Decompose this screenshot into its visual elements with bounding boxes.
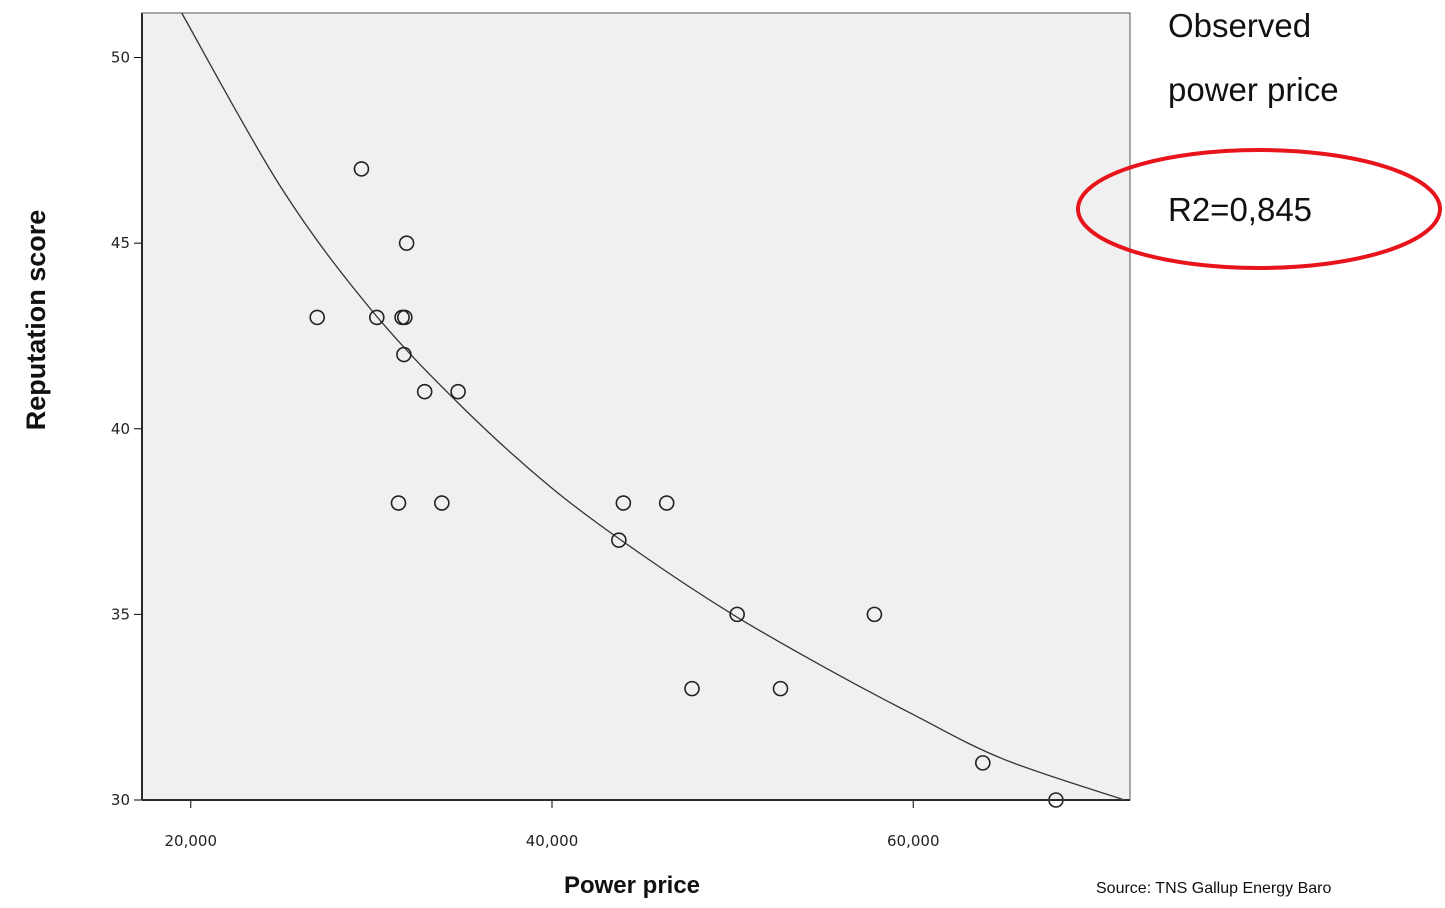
data-point: [390, 495, 407, 511]
data-point: [658, 495, 675, 511]
y-tick-label: 50: [111, 49, 130, 67]
y-tick-label: 40: [111, 420, 130, 438]
data-point: [772, 680, 789, 697]
data-point: [866, 606, 883, 623]
data-point: [398, 235, 415, 251]
data-point: [309, 309, 326, 326]
data-point: [729, 606, 745, 623]
data-point: [353, 161, 370, 177]
x-tick-label: 20,000: [165, 832, 218, 850]
data-point: [396, 346, 412, 363]
data-point: [611, 532, 627, 548]
data-point: [615, 495, 632, 511]
r2-label: R2=0,845: [1168, 191, 1312, 228]
source-note: Source: TNS Gallup Energy Baro: [1096, 880, 1331, 897]
data-point: [434, 495, 450, 511]
fit-curve: [181, 12, 1125, 801]
data-point: [450, 383, 466, 400]
y-tick-label: 35: [111, 605, 130, 623]
y-axis: 30 35 40 45 50: [111, 49, 142, 809]
x-axis: 20,000 40,000 60,000: [165, 800, 940, 850]
x-tick-label: 40,000: [526, 832, 579, 850]
y-axis-title: Reputation score: [21, 210, 51, 431]
x-tick-label: 60,000: [887, 832, 940, 850]
y-tick-label: 45: [111, 234, 130, 252]
plot-border: [141, 12, 1131, 801]
highlight-ellipse: [1076, 148, 1442, 270]
data-point: [974, 755, 991, 771]
plot-area: [142, 13, 1130, 800]
data-point: [684, 680, 700, 697]
legend-line-2: power price: [1168, 71, 1339, 108]
legend-line-1: Observed: [1168, 7, 1311, 44]
data-point: [397, 309, 413, 326]
y-tick-label: 30: [111, 791, 130, 809]
data-points: [309, 161, 1064, 808]
x-axis-title: Power price: [564, 872, 700, 899]
data-point: [369, 309, 385, 326]
data-point: [416, 383, 433, 400]
